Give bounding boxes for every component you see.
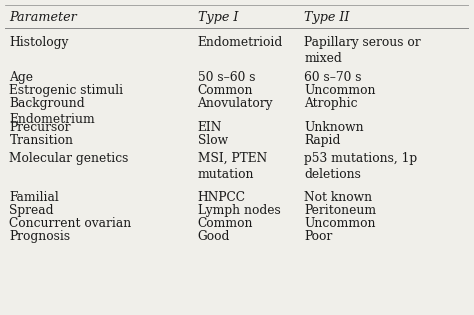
Text: Prognosis: Prognosis <box>9 230 71 243</box>
Text: Uncommon: Uncommon <box>304 84 376 97</box>
Text: Atrophic: Atrophic <box>304 97 358 110</box>
Text: p53 mutations, 1p
deletions: p53 mutations, 1p deletions <box>304 152 418 181</box>
Text: Familial: Familial <box>9 192 59 204</box>
Text: Common: Common <box>198 84 253 97</box>
Text: Poor: Poor <box>304 230 333 243</box>
Text: Papillary serous or
mixed: Papillary serous or mixed <box>304 36 421 65</box>
Text: HNPCC: HNPCC <box>198 192 246 204</box>
Text: Type II: Type II <box>304 10 350 24</box>
Text: Peritoneum: Peritoneum <box>304 204 376 217</box>
Text: Not known: Not known <box>304 192 373 204</box>
Text: Background
Endometrium: Background Endometrium <box>9 97 95 127</box>
Text: Unknown: Unknown <box>304 121 364 134</box>
Text: Rapid: Rapid <box>304 134 341 147</box>
Text: Lymph nodes: Lymph nodes <box>198 204 280 217</box>
Text: MSI, PTEN
mutation: MSI, PTEN mutation <box>198 152 267 181</box>
Text: Common: Common <box>198 217 253 230</box>
Text: EIN: EIN <box>198 121 222 134</box>
Text: Histology: Histology <box>9 36 69 49</box>
Text: 60 s–70 s: 60 s–70 s <box>304 71 362 84</box>
Text: Spread: Spread <box>9 204 54 217</box>
Text: Precursor: Precursor <box>9 121 71 134</box>
Text: Anovulatory: Anovulatory <box>198 97 273 110</box>
Text: Uncommon: Uncommon <box>304 217 376 230</box>
Text: Good: Good <box>198 230 230 243</box>
Text: Transition: Transition <box>9 134 73 147</box>
Text: Type I: Type I <box>198 10 238 24</box>
Text: Estrogenic stimuli: Estrogenic stimuli <box>9 84 124 97</box>
Text: Molecular genetics: Molecular genetics <box>9 152 129 165</box>
Text: Age: Age <box>9 71 33 84</box>
Text: Slow: Slow <box>198 134 228 147</box>
Text: Concurrent ovarian: Concurrent ovarian <box>9 217 132 230</box>
Text: Parameter: Parameter <box>9 10 77 24</box>
Text: 50 s–60 s: 50 s–60 s <box>198 71 255 84</box>
Text: Endometrioid: Endometrioid <box>198 36 283 49</box>
